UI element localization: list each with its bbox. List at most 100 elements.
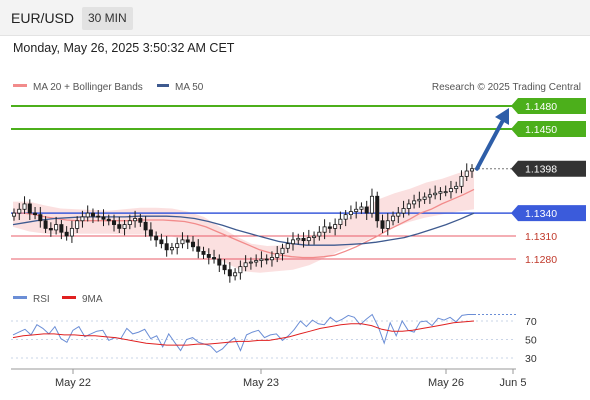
rsi-tick-70: 70 xyxy=(525,316,537,328)
candle-body xyxy=(322,226,327,233)
candle-body xyxy=(43,220,48,229)
candle-body xyxy=(248,261,253,264)
candle-body xyxy=(464,170,469,177)
candle-body xyxy=(80,216,85,222)
rsi-legend-swatch xyxy=(13,296,27,299)
candle-body xyxy=(238,266,243,274)
timeframe-button[interactable]: 30 MIN xyxy=(82,7,133,30)
candle-body xyxy=(385,220,390,229)
rsi-panel: 70 50 30 xyxy=(11,313,537,365)
candle-body xyxy=(59,224,64,233)
candle-body xyxy=(233,272,238,277)
candle-body xyxy=(164,243,169,251)
ma20-legend-swatch xyxy=(13,84,27,87)
candle-body xyxy=(154,235,159,241)
candle-body xyxy=(333,224,338,229)
candle-body xyxy=(469,168,474,172)
candle-body xyxy=(264,258,269,261)
candle-body xyxy=(75,220,80,229)
candle-body xyxy=(175,243,180,248)
candle-body xyxy=(48,227,53,231)
candle-body xyxy=(96,215,101,218)
level-tag-1.1480 xyxy=(511,98,586,114)
candle-body xyxy=(280,247,285,255)
current-price-tag xyxy=(511,160,586,177)
candle-body xyxy=(306,237,311,242)
level-tag-1.1340 xyxy=(511,205,586,222)
header-bar: EUR/USD 30 MIN xyxy=(0,0,590,36)
ma20-legend-label: MA 20 + Bollinger Bands xyxy=(33,82,143,93)
candle-body xyxy=(259,258,264,261)
candle-body xyxy=(269,257,274,261)
candle-body xyxy=(291,239,296,245)
price-labels: 1.1480 1.1450 1.1340 1.1310 1.1280 1.1398 xyxy=(511,98,586,266)
candle-body xyxy=(454,185,459,190)
candle-body xyxy=(64,231,69,237)
candle-body xyxy=(443,191,448,194)
rsi-legend-label: RSI xyxy=(33,294,50,305)
candle-body xyxy=(254,260,259,263)
rsi-ma-legend-label: 9MA xyxy=(82,294,103,305)
candle-body xyxy=(375,195,380,222)
candle-body xyxy=(296,237,301,241)
forecast-arrow-head xyxy=(495,108,509,125)
candle-body xyxy=(459,175,464,187)
chart-area: MA 20 + Bollinger Bands MA 50 Research ©… xyxy=(0,70,590,400)
rsi-tick-50: 50 xyxy=(525,335,537,347)
candle-body xyxy=(69,227,74,237)
ma50-legend-swatch xyxy=(157,84,169,87)
level-value-1.1340: 1.1340 xyxy=(525,208,557,220)
copyright-label: Research © 2025 Trading Central xyxy=(432,82,581,93)
candle-body xyxy=(196,246,201,252)
candle-body xyxy=(338,218,343,225)
candle-body xyxy=(54,224,59,231)
ma50-legend-label: MA 50 xyxy=(175,82,204,93)
candle-body xyxy=(343,214,348,220)
candle-body xyxy=(312,235,317,238)
candle-body xyxy=(106,218,111,222)
candle-body xyxy=(133,218,138,222)
candle-body xyxy=(285,243,290,249)
candle-body xyxy=(301,237,306,242)
candle-body xyxy=(112,220,117,225)
moving-averages xyxy=(12,188,475,259)
candle-body xyxy=(127,220,132,225)
candle-body xyxy=(243,262,248,268)
ma20-line xyxy=(13,188,475,259)
candle-body xyxy=(143,221,148,231)
candle-body xyxy=(354,208,359,212)
ma50-line xyxy=(12,212,475,246)
level-value-1.1480: 1.1480 xyxy=(525,101,557,113)
forecast-arrow-shaft xyxy=(475,120,504,171)
rsi-ma-legend-swatch xyxy=(62,296,76,299)
x-tick-label-0: May 22 xyxy=(55,377,91,389)
candle-body xyxy=(433,192,438,196)
candle-body xyxy=(180,239,185,245)
candle-body xyxy=(227,269,232,277)
x-tick-label-2: May 26 xyxy=(428,377,464,389)
candle-body xyxy=(206,254,211,258)
level-value-1.1310: 1.1310 xyxy=(525,231,557,243)
price-chart: MA 20 + Bollinger Bands MA 50 Research ©… xyxy=(11,82,586,389)
candle-body xyxy=(427,194,432,198)
level-value-1.1280: 1.1280 xyxy=(525,254,557,266)
x-tick-label-1: May 23 xyxy=(243,377,279,389)
candle-body xyxy=(327,226,332,229)
candle-body xyxy=(217,258,222,266)
candle-body xyxy=(22,203,27,210)
symbol-label[interactable]: EUR/USD xyxy=(11,10,75,26)
candle-body xyxy=(401,208,406,214)
candle-body xyxy=(169,247,174,251)
current-price-value: 1.1398 xyxy=(525,164,557,176)
price-levels xyxy=(11,105,516,260)
candle-body xyxy=(391,215,396,222)
candle-body xyxy=(406,203,411,209)
candle-body xyxy=(33,212,38,216)
candle-body xyxy=(364,206,369,214)
candle-body xyxy=(417,198,422,202)
candles xyxy=(11,163,474,283)
candle-body xyxy=(117,224,122,229)
rsi-tick-30: 30 xyxy=(525,353,537,365)
candle-body xyxy=(148,229,153,237)
level-tag-1.1450 xyxy=(511,120,586,137)
